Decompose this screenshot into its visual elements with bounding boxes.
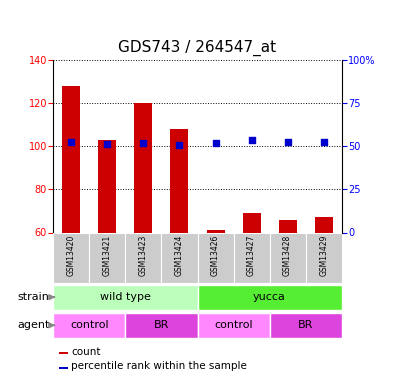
Bar xyxy=(278,220,297,232)
Bar xyxy=(98,140,117,232)
Point xyxy=(320,139,327,145)
Text: GSM13428: GSM13428 xyxy=(283,234,292,276)
Bar xyxy=(126,232,162,283)
Bar xyxy=(270,313,342,338)
Bar xyxy=(59,368,68,369)
Text: GSM13426: GSM13426 xyxy=(211,234,220,276)
Point xyxy=(104,141,111,147)
Bar xyxy=(315,217,333,232)
Bar xyxy=(162,232,198,283)
Text: strain: strain xyxy=(17,292,49,302)
Text: control: control xyxy=(214,320,253,330)
Bar xyxy=(306,232,342,283)
Bar xyxy=(53,313,126,338)
Point xyxy=(140,140,147,146)
Bar xyxy=(53,232,89,283)
Text: GSM13423: GSM13423 xyxy=(139,234,148,276)
Point xyxy=(213,140,219,146)
Text: control: control xyxy=(70,320,109,330)
Text: count: count xyxy=(71,347,101,357)
Text: wild type: wild type xyxy=(100,292,151,302)
Bar xyxy=(270,232,306,283)
Text: BR: BR xyxy=(298,320,313,330)
Point xyxy=(248,137,255,143)
Text: GSM13427: GSM13427 xyxy=(247,234,256,276)
Text: agent: agent xyxy=(17,320,49,330)
Text: BR: BR xyxy=(154,320,169,330)
Text: GSM13429: GSM13429 xyxy=(319,234,328,276)
Text: yucca: yucca xyxy=(253,292,286,302)
Text: GSM13421: GSM13421 xyxy=(103,234,112,276)
Bar xyxy=(89,232,126,283)
Text: GSM13420: GSM13420 xyxy=(67,234,76,276)
Bar xyxy=(233,232,269,283)
Bar xyxy=(59,352,68,354)
Bar xyxy=(62,86,80,232)
Bar xyxy=(198,232,233,283)
Bar xyxy=(53,285,198,310)
Bar xyxy=(171,129,188,232)
Point xyxy=(284,139,291,145)
Point xyxy=(68,139,75,145)
Text: GDS743 / 264547_at: GDS743 / 264547_at xyxy=(118,39,276,56)
Bar xyxy=(134,103,152,232)
Point xyxy=(176,141,182,147)
Bar xyxy=(126,313,198,338)
Bar xyxy=(243,213,261,232)
Text: GSM13424: GSM13424 xyxy=(175,234,184,276)
Text: percentile rank within the sample: percentile rank within the sample xyxy=(71,362,247,372)
Bar xyxy=(207,230,224,232)
Bar xyxy=(198,285,342,310)
Bar xyxy=(198,313,269,338)
